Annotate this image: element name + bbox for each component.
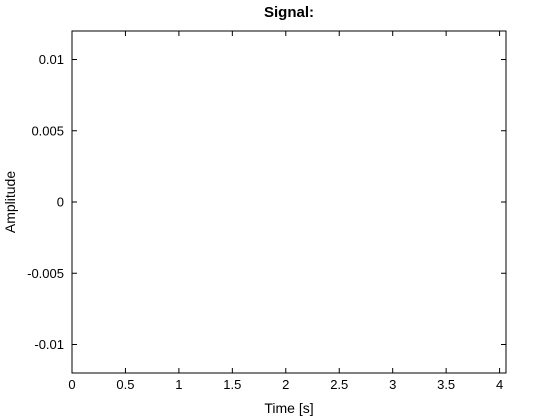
y-tick-label: 0 (57, 195, 64, 210)
x-tick-label: 2.5 (330, 377, 348, 392)
chart-title: Signal: (264, 4, 314, 21)
y-axis-label: Amplitude (2, 171, 18, 233)
y-tick-label: -0.01 (34, 337, 64, 352)
x-tick-label: 0.5 (116, 377, 134, 392)
y-tick-label: -0.005 (27, 266, 64, 281)
x-tick-label: 1 (175, 377, 182, 392)
x-tick-label: 3.5 (437, 377, 455, 392)
plot-area-frame (71, 30, 507, 374)
y-tick-label: 0.01 (39, 52, 64, 67)
x-tick-label: 3 (389, 377, 396, 392)
x-tick-label: 4 (496, 377, 503, 392)
x-tick-label: 1.5 (223, 377, 241, 392)
x-axis-label: Time [s] (264, 400, 313, 416)
x-tick-label: 2 (282, 377, 289, 392)
y-axis-ticks: 0.01 0.005 0 -0.005 -0.01 (27, 52, 506, 352)
x-tick-label: 0 (68, 377, 75, 392)
x-axis-ticks: 0 0.5 1 1.5 2 2.5 3 3.5 4 (68, 31, 503, 392)
y-tick-label: 0.005 (31, 123, 64, 138)
